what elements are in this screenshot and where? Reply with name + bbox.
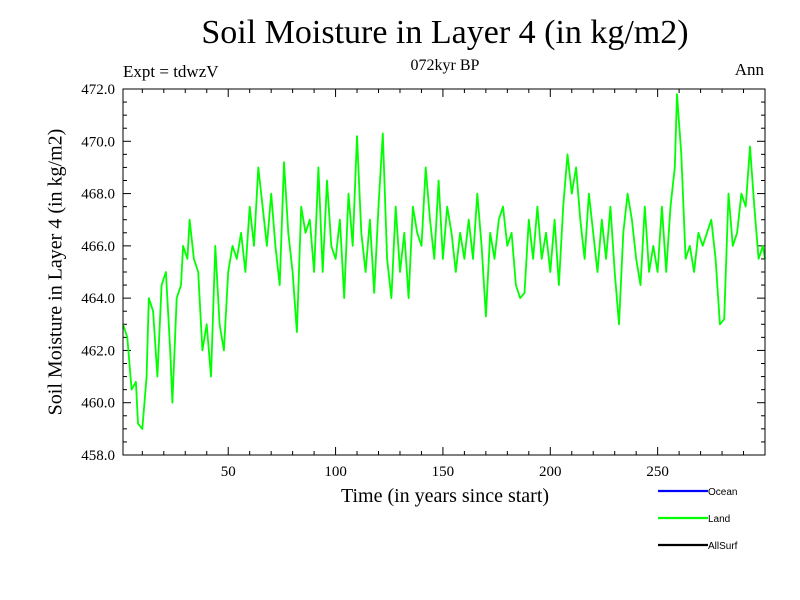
season-label: Ann xyxy=(734,60,764,79)
x-tick-label: 250 xyxy=(646,464,669,480)
y-tick-label: 466.0 xyxy=(81,239,115,255)
y-tick-label: 458.0 xyxy=(81,448,115,464)
y-tick-label: 464.0 xyxy=(81,291,115,307)
y-tick-label: 460.0 xyxy=(81,396,115,412)
tick-labels: 458.0 460.0 462.0 464.0 466.0 468.0 470.0 472.0… xyxy=(81,82,669,480)
x-tick-label: 200 xyxy=(539,464,562,480)
y-tick-label: 470.0 xyxy=(81,134,115,150)
y-tick-label: 462.0 xyxy=(81,343,115,359)
x-tick-label: 150 xyxy=(432,464,455,480)
y-tick-label: 468.0 xyxy=(81,187,115,203)
plot-frame xyxy=(122,88,766,456)
legend-label-allsurf: AllSurf xyxy=(708,541,738,552)
legend-label-land: Land xyxy=(708,514,730,525)
axis-ticks xyxy=(123,88,766,456)
experiment-label: Expt = tdwzV xyxy=(123,62,219,81)
x-axis-label: Time (in years since start) xyxy=(340,485,550,507)
chart-subtitle: 072kyr BP xyxy=(410,57,480,74)
legend-label-ocean: Ocean xyxy=(708,487,737,498)
series-line-land xyxy=(122,93,766,430)
x-tick-label: 50 xyxy=(221,464,236,480)
y-tick-label: 472.0 xyxy=(81,82,115,98)
legend: Ocean Land AllSurf xyxy=(658,487,738,552)
x-tick-label: 100 xyxy=(324,464,347,480)
series-layer xyxy=(122,93,766,430)
chart-title: Soil Moisture in Layer 4 (in kg/m2) xyxy=(201,14,689,51)
